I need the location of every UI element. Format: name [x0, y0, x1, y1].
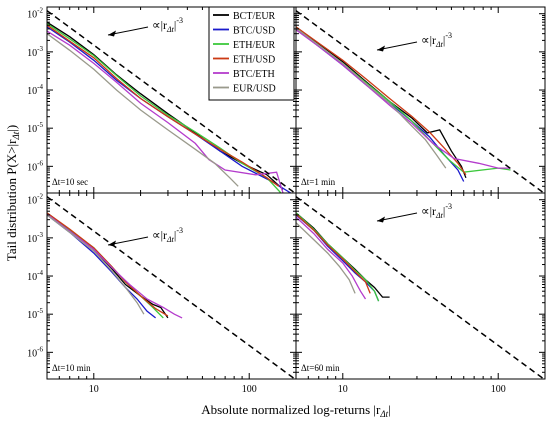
panel-1: 10-2 10-3 10-4 10-5 10-6 Δt=10 sec ∝|rΔt|-3 [27, 6, 297, 194]
series-line-btc-eth [296, 29, 511, 169]
arrowhead-icon [108, 240, 116, 247]
y-tick-label: 10-5 [27, 307, 43, 321]
legend-label: EUR/USD [233, 84, 276, 95]
power-law-annotation: ∝|rΔt|-3 [152, 226, 183, 244]
panel-frame [46, 192, 297, 380]
panels-layer: 10-210-310-410-510-6Δt=10 sec∝|rΔt|-3Δt=… [27, 6, 546, 395]
legend: BCT/EUR BTC/USD ETH/EUR ETH/USD BTC/ETH EUR/U… [208, 6, 295, 101]
power-law-annotation: ∝|rΔt|-3 [421, 31, 452, 49]
x-tick-label: 10 [89, 384, 99, 395]
legend-label: BCT/EUR [233, 11, 276, 22]
legend-label: BTC/ETH [233, 69, 275, 80]
y-tick-label: 10-4 [27, 269, 43, 283]
x-axis-title: Absolute normalized log-returns |rΔt| [201, 402, 391, 419]
power-law-annotation: ∝|rΔt|-3 [421, 202, 452, 220]
reference-dashed-line [47, 196, 296, 379]
y-tick-label: 10-2 [27, 7, 43, 21]
panel-4: 10 100 Δt=60 min ∝|rΔt|-3 [295, 192, 546, 395]
reference-dashed-line [296, 10, 545, 193]
series-group [47, 212, 183, 319]
y-tick-label: 10-6 [27, 159, 43, 173]
series-line-btc-eth [47, 30, 284, 193]
arrowhead-icon [377, 45, 385, 52]
legend-box [208, 6, 295, 101]
series-line-bct-eur [296, 26, 467, 179]
series-group [47, 21, 292, 193]
arrowhead-icon [108, 30, 116, 37]
legend-label: ETH/USD [233, 55, 275, 66]
power-law-annotation: ∝|rΔt|-3 [152, 16, 183, 34]
panel-2: Δt=1 min ∝|rΔt|-3 [295, 6, 546, 194]
reference-dashed-line [296, 196, 545, 379]
panel-dt-label: Δt=10 min [52, 363, 91, 373]
y-tick-label: 10-4 [27, 83, 43, 97]
legend-label: ETH/EUR [233, 40, 276, 51]
y-axis-title: Tail distribution P(X>|rΔt|) [4, 125, 21, 261]
y-tick-label: 10-3 [27, 231, 43, 245]
series-line-eur-usd [47, 214, 145, 315]
x-tick-label: 100 [242, 384, 257, 395]
arrowhead-icon [377, 216, 385, 223]
series-line-btc-usd [47, 214, 156, 319]
x-tick-label: 10 [338, 384, 348, 395]
series-line-eur-usd [47, 33, 239, 187]
series-line-eth-eur [47, 23, 282, 193]
series-line-eur-usd [296, 27, 447, 169]
legend-label: BTC/USD [233, 26, 275, 37]
series-line-btc-eth [47, 213, 183, 319]
series-line-eur-usd [296, 222, 356, 294]
y-tick-label: 10-2 [27, 193, 43, 207]
series-line-eth-usd [47, 24, 280, 187]
series-line-btc-eth [296, 216, 367, 300]
axes-labels: Absolute normalized log-returns |rΔt| Tai… [4, 125, 391, 419]
series-line-eth-usd [296, 213, 371, 294]
series-line-eth-eur [296, 212, 380, 302]
panel-dt-label: Δt=1 min [301, 177, 336, 187]
panel-3: 10-2 10-3 10-4 10-5 10-6 10 100 Δt=10 min ∝|rΔt|… [27, 192, 297, 395]
reference-dashed-line [47, 10, 296, 193]
panel-frame [295, 192, 546, 380]
x-tick-label: 100 [491, 384, 506, 395]
series-group [296, 212, 390, 302]
y-tick-label: 10-3 [27, 45, 43, 59]
panel-dt-label: Δt=60 min [301, 363, 340, 373]
series-group [296, 26, 511, 182]
y-tick-label: 10-5 [27, 121, 43, 135]
panel-dt-label: Δt=10 sec [52, 177, 88, 187]
y-tick-label: 10-6 [27, 345, 43, 359]
